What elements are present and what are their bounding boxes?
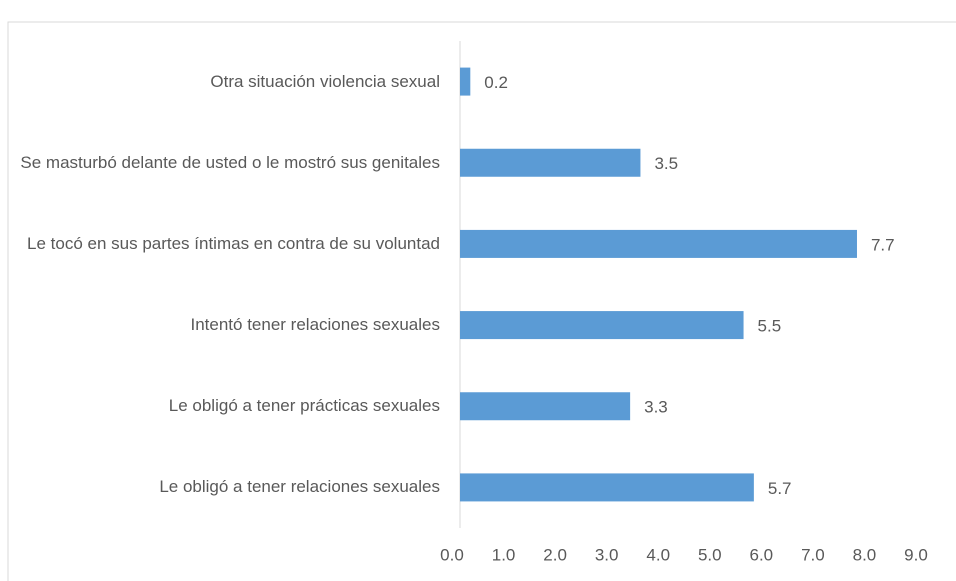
y-tick-label: Se masturbó delante de usted o le mostró… [20,152,440,172]
bar [460,392,631,421]
chart-frame [7,21,956,581]
value-label: 3.5 [654,154,678,173]
x-tick-label: 1.0 [492,545,516,564]
x-tick-label: 9.0 [904,545,928,564]
value-label: 7.7 [871,235,895,254]
bar [460,67,471,96]
bar [460,311,744,340]
x-tick-label: 6.0 [750,545,774,564]
y-tick-label: Le obligó a tener prácticas sexuales [168,396,440,416]
x-tick-label: 4.0 [646,545,670,564]
x-tick-label: 2.0 [543,545,567,564]
bar [460,148,641,177]
value-label: 0.2 [484,73,508,92]
x-tick-label: 0.0 [440,545,464,564]
y-tick-label: Intentó tener relaciones sexuales [190,315,441,335]
x-tick-label: 3.0 [595,545,619,564]
y-tick-label: Otra situación violencia sexual [210,71,440,91]
value-label: 3.3 [644,398,668,417]
y-tick-label: Le obligó a tener relaciones sexuales [159,477,440,497]
bar [460,229,857,258]
x-tick-label: 8.0 [853,545,877,564]
bar [460,473,754,502]
x-tick-label: 5.0 [698,545,722,564]
y-tick-label: Le tocó en sus partes íntimas en contra … [27,233,440,253]
x-tick-label: 7.0 [801,545,825,564]
value-label: 5.7 [768,479,792,498]
value-label: 5.5 [758,317,782,336]
